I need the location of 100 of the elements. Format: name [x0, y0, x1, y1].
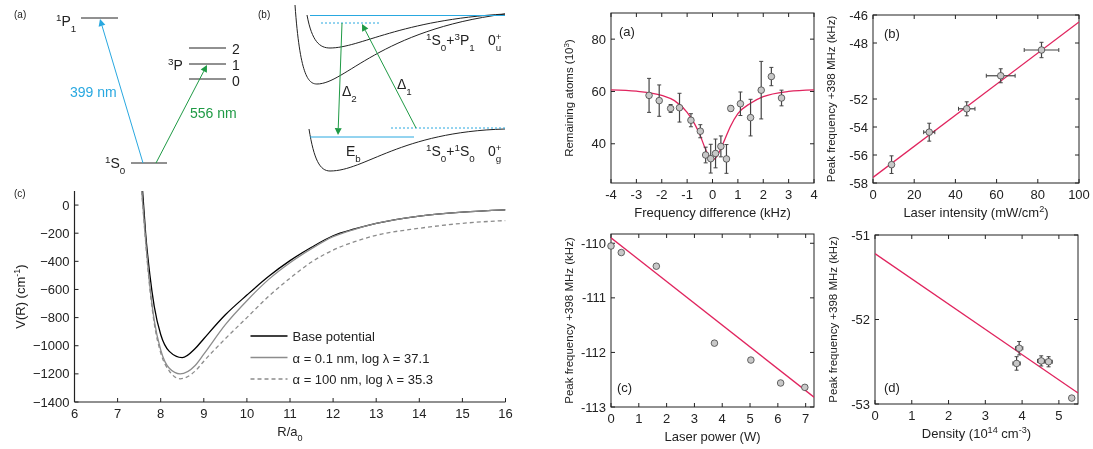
x-tick-label: 2: [759, 187, 767, 202]
line-series: [611, 89, 814, 161]
y-tick-label: 80: [591, 31, 606, 47]
x-tick-label: 7: [802, 411, 810, 426]
legend-label: Base potential: [292, 329, 375, 344]
text: (b): [258, 9, 271, 20]
legend-label: α = 0.1 nm, log λ = 37.1: [292, 350, 430, 366]
text: $^{3}$P: [168, 55, 183, 73]
y-tick-label: -56: [849, 147, 868, 163]
text: $^{1}$S$_{0}$+$^{1}$S$_{0}$: [426, 141, 476, 164]
x-tick-label: 1: [908, 408, 916, 423]
text: $^{1}$S$_{0}$+$^{3}$P$_{1}$: [426, 30, 475, 53]
y-tick-label: -112: [580, 344, 606, 360]
x-tick-label: 13: [368, 406, 384, 421]
x-tick-label: 6: [70, 406, 79, 421]
x-axis-title: R/a$_{0}$: [277, 424, 303, 443]
y-axis-title: Peak frequency +398 MHz (kHz): [563, 237, 575, 404]
point: [717, 142, 725, 151]
point: [777, 94, 786, 102]
y-tick-label: −600: [40, 281, 70, 297]
text: (d): [884, 380, 900, 395]
point: [710, 339, 719, 347]
point: [757, 86, 765, 94]
point: [655, 96, 663, 105]
x-tick-label: 4: [1018, 408, 1026, 423]
text: Δ$_{1}$: [397, 76, 412, 97]
x-tick-label: 3: [981, 408, 989, 423]
point: [687, 116, 695, 124]
y-tick-label: 0: [62, 197, 70, 213]
text: 399 nm: [70, 84, 117, 100]
y-axis-title: Peak frequency +398 MHz (kHz): [827, 236, 839, 403]
y-tick-label: -54: [849, 119, 868, 135]
y-tick-label: −800: [40, 310, 70, 326]
y-tick-label: -46: [849, 7, 868, 23]
y-tick-label: -53: [851, 396, 870, 412]
point: [617, 248, 625, 257]
text: (c): [617, 380, 633, 395]
x-tick-label: -3: [630, 187, 643, 202]
text: Δ$_{2}$: [342, 83, 357, 104]
y-tick-label: -52: [851, 312, 870, 327]
text: $^{1}$S$_{0}$: [105, 153, 126, 176]
text: (a): [14, 9, 27, 20]
x-axis-title: Frequency difference (kHz): [634, 205, 791, 220]
point: [707, 154, 715, 163]
x-tick-label: 100: [1068, 187, 1090, 202]
point: [887, 160, 896, 169]
y-tick-label: −1200: [32, 366, 70, 382]
x-axis-title: Density (10$^{14}$ cm$^{-3}$): [921, 425, 1032, 441]
point: [652, 262, 661, 270]
x-tick-label: -4: [605, 187, 617, 202]
y-tick-label: -113: [580, 399, 606, 415]
y-tick-label: -110: [580, 235, 606, 251]
x-tick-label: 15: [455, 406, 470, 421]
legend-label: α = 100 nm, log λ = 35.3: [292, 372, 433, 387]
x-tick-label: 4: [810, 187, 818, 202]
point: [767, 72, 776, 81]
text: $^{1}$P$_{1}$: [56, 11, 77, 34]
point: [645, 91, 653, 100]
y-tick-label: −200: [40, 225, 70, 241]
point: [675, 103, 684, 112]
point: [722, 155, 731, 163]
y-tick-label: 40: [591, 136, 606, 152]
x-tick-label: 2: [663, 411, 671, 426]
point: [696, 127, 705, 135]
text: 0: [232, 73, 240, 89]
x-tick-label: 8: [157, 406, 165, 421]
text: E$_{b}$: [346, 143, 362, 164]
x-tick-label: 1: [734, 187, 742, 202]
text: (b): [884, 26, 900, 41]
x-tick-label: 5: [1055, 408, 1063, 423]
y-tick-label: −1000: [32, 338, 70, 354]
text: 2: [232, 41, 240, 57]
text: 556 nm: [190, 105, 237, 121]
x-tick-label: 60: [989, 187, 1004, 202]
point: [801, 383, 809, 392]
y-tick-label: -111: [581, 290, 606, 306]
y-tick-label: −1400: [32, 394, 70, 410]
y-tick-label: -48: [849, 35, 868, 51]
x-tick-label: 14: [412, 406, 427, 421]
point: [776, 379, 785, 387]
x-tick-label: 12: [325, 406, 341, 421]
chart-title: (c): [14, 188, 26, 199]
y-tick-label: -58: [849, 175, 868, 191]
x-tick-label: 40: [948, 187, 963, 202]
point: [997, 72, 1005, 80]
point: [711, 149, 720, 158]
y-tick-label: 60: [591, 83, 606, 99]
x-tick-label: 9: [200, 406, 208, 421]
text: (a): [619, 24, 635, 39]
x-tick-label: 10: [239, 406, 255, 421]
x-tick-label: 5: [746, 411, 754, 426]
x-tick-label: 0: [708, 187, 717, 202]
x-tick-label: 2: [944, 408, 953, 423]
x-tick-label: 3: [785, 187, 793, 202]
point: [1037, 46, 1046, 54]
point: [701, 151, 710, 159]
y-axis-title: Peak frequency +398 MHz (kHz): [825, 15, 837, 183]
x-tick-label: 20: [906, 187, 922, 202]
x-tick-label: 7: [113, 406, 122, 421]
x-tick-label: -2: [655, 187, 668, 202]
